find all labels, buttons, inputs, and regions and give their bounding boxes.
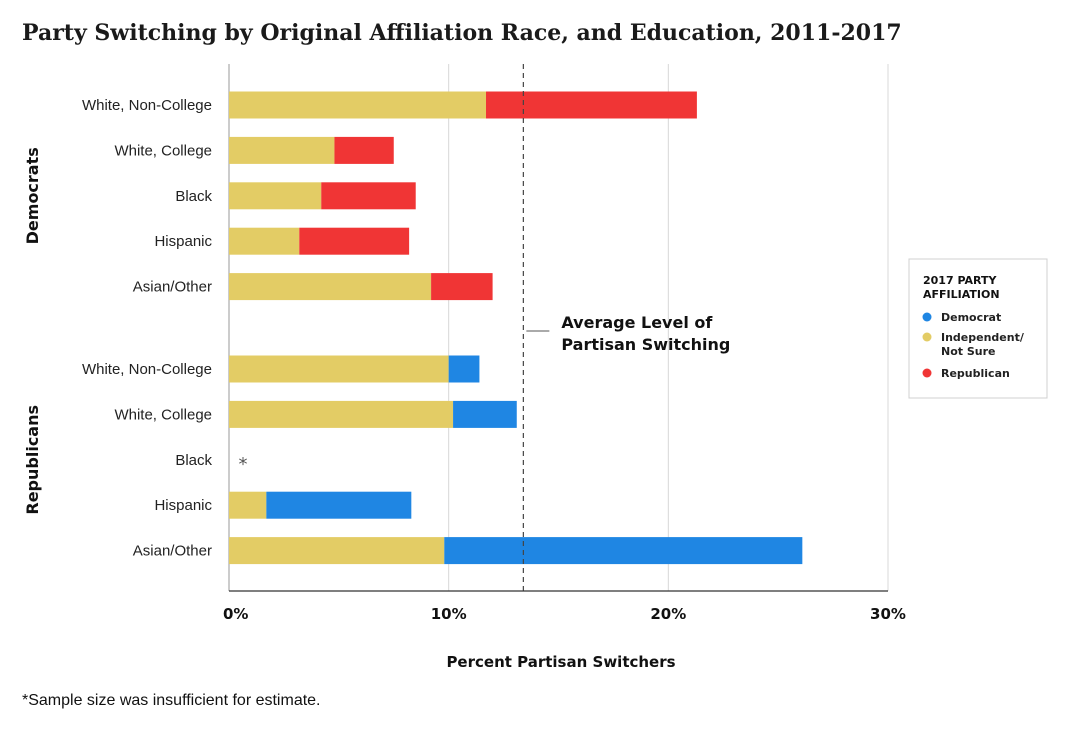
reference-line-label: Average Level of xyxy=(561,313,713,332)
insufficient-sample-marker: * xyxy=(239,454,248,475)
category-labels: White, Non-College White, College Black His… xyxy=(23,97,248,560)
legend-title: AFFILIATION xyxy=(923,288,1000,301)
bar-segment xyxy=(229,91,487,119)
legend-label: Independent/ xyxy=(941,331,1025,344)
category-label: Hispanic xyxy=(154,497,212,514)
footnote: *Sample size was insufficient for estima… xyxy=(22,692,321,709)
category-label: White, College xyxy=(114,142,212,159)
reference-line-group: Average Level of Partisan Switching xyxy=(522,64,730,591)
bar-segment xyxy=(334,136,394,164)
legend-label: Not Sure xyxy=(941,345,996,358)
bar-segment xyxy=(448,355,480,383)
x-tick-label: 10% xyxy=(431,605,467,623)
legend-box xyxy=(908,258,1048,399)
bar-segment xyxy=(453,400,517,428)
x-tick-label: 20% xyxy=(650,605,686,623)
category-label: Black xyxy=(175,452,212,469)
bar-segment xyxy=(431,273,493,301)
bar-segment xyxy=(266,491,412,519)
bar-segment xyxy=(229,273,432,301)
bar-segment xyxy=(229,182,322,210)
group-label: Democrats xyxy=(23,147,42,244)
bar-segment xyxy=(486,91,697,119)
reference-line-label: Partisan Switching xyxy=(561,335,730,354)
category-label: White, Non-College xyxy=(82,361,212,378)
bar-segment xyxy=(229,491,267,519)
bar-segment xyxy=(229,227,300,255)
legend-label: Republican xyxy=(941,367,1010,380)
legend-title: 2017 PARTY xyxy=(923,274,997,287)
bar-segment xyxy=(444,537,803,565)
legend-label: Democrat xyxy=(941,311,1001,324)
legend-swatch xyxy=(922,332,932,342)
x-tick-label: 30% xyxy=(870,605,906,623)
bar-segment xyxy=(229,355,449,383)
bar-segment xyxy=(321,182,416,210)
legend-swatch xyxy=(922,368,932,378)
bar-segment xyxy=(229,400,454,428)
legend-swatch xyxy=(922,312,932,322)
bar-segment xyxy=(229,537,445,565)
bar-segment xyxy=(229,136,335,164)
x-axis: 0% 10% 20% 30% xyxy=(223,590,906,623)
bar-segment xyxy=(299,227,410,255)
category-label: White, College xyxy=(114,406,212,423)
category-label: Asian/Other xyxy=(133,279,212,296)
category-label: Asian/Other xyxy=(133,543,212,560)
category-label: Black xyxy=(175,188,212,205)
category-label: White, Non-College xyxy=(82,97,212,114)
bars xyxy=(229,91,803,565)
category-label: Hispanic xyxy=(154,233,212,250)
x-tick-label: 0% xyxy=(223,605,248,623)
group-label: Republicans xyxy=(23,405,42,515)
chart-title: Party Switching by Original Affiliation … xyxy=(22,20,902,46)
x-axis-title: Percent Partisan Switchers xyxy=(446,653,675,671)
